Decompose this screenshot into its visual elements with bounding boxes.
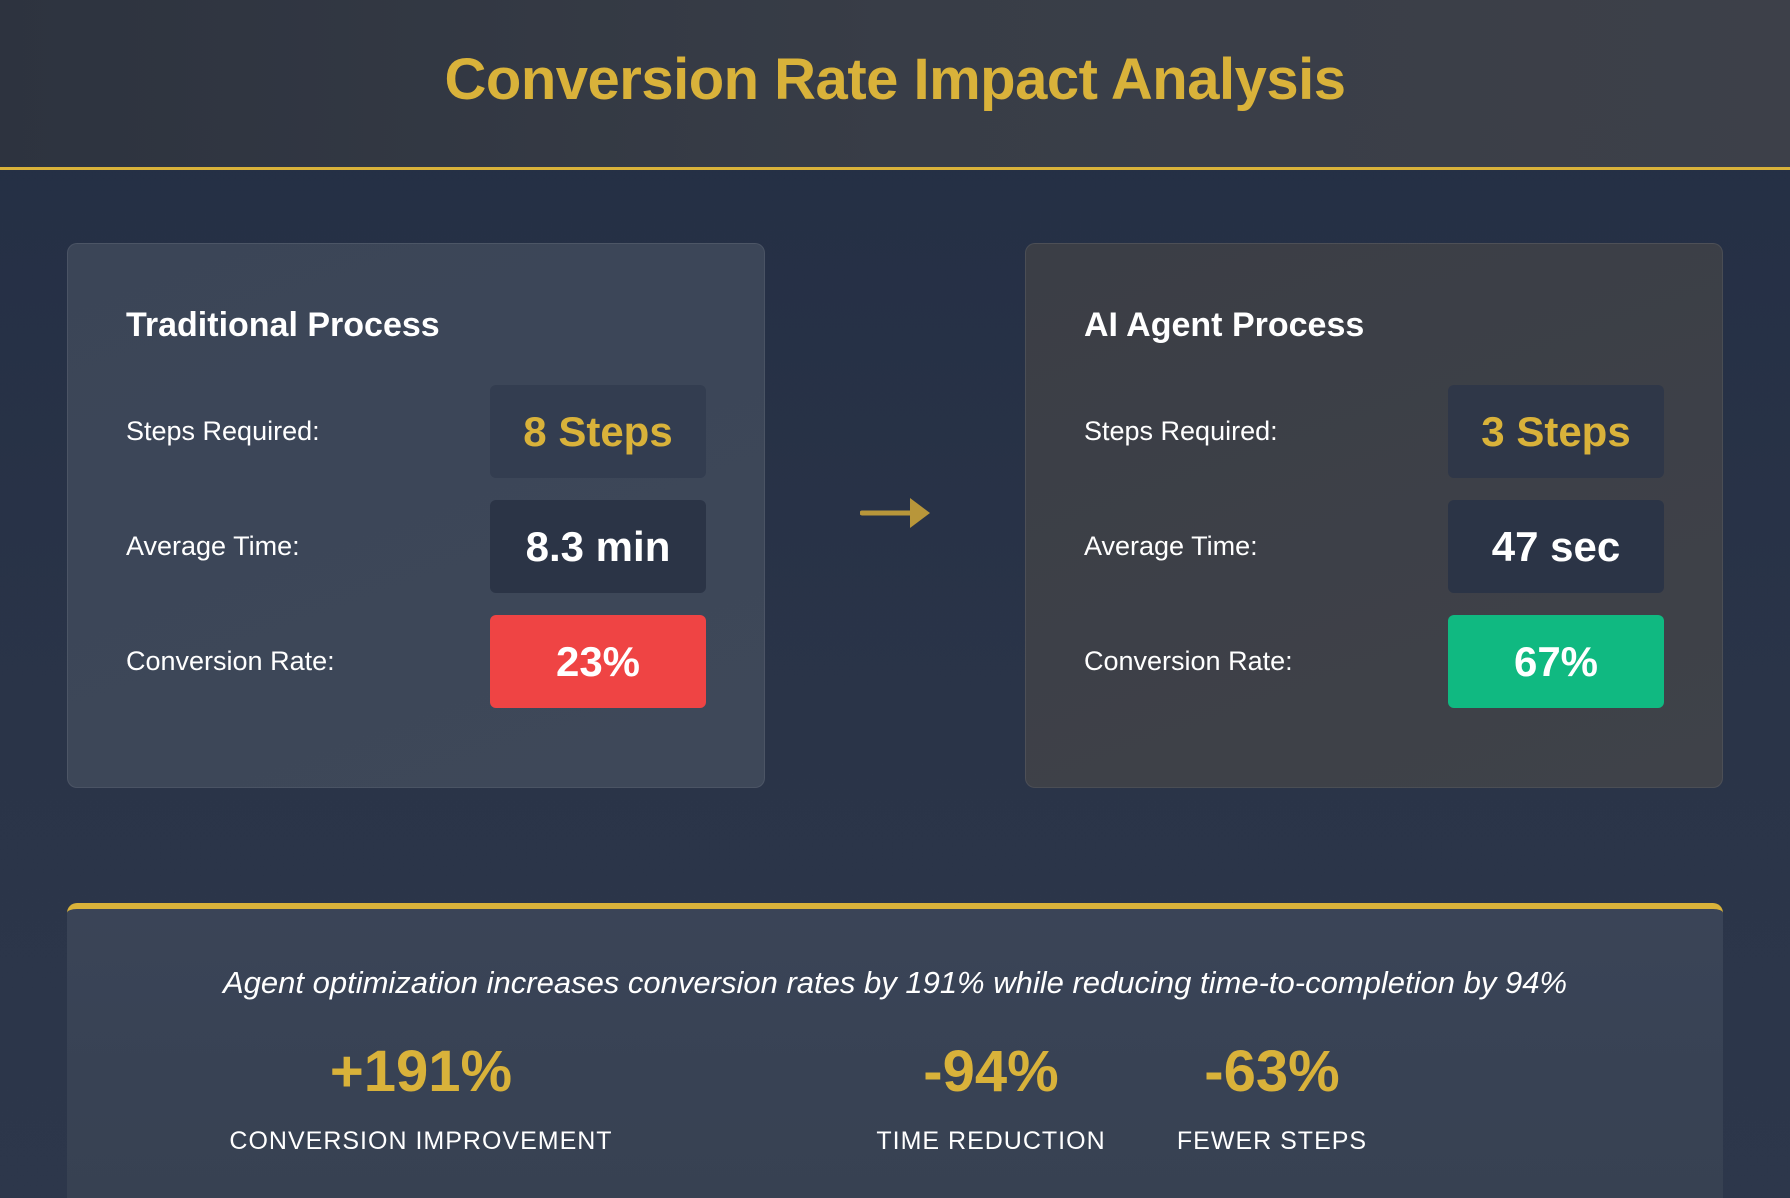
stat-label: FEWER STEPS xyxy=(1176,1127,1368,1155)
traditional-time-label: Average Time: xyxy=(126,531,300,561)
stat-value: -94% xyxy=(923,1039,1059,1104)
agent-time-row: Average Time: 47 sec xyxy=(1084,500,1664,593)
traditional-conversion-row: Conversion Rate: 23% xyxy=(126,615,706,708)
traditional-steps-value: 8 Steps xyxy=(490,385,706,478)
arrow-right-icon xyxy=(860,498,930,528)
traditional-steps-label: Steps Required: xyxy=(126,416,320,446)
page-header: Conversion Rate Impact Analysis xyxy=(0,0,1790,170)
agent-steps-label: Steps Required: xyxy=(1084,416,1278,446)
agent-conversion-row: Conversion Rate: 67% xyxy=(1084,615,1664,708)
stat-label: CONVERSION IMPROVEMENT xyxy=(229,1127,613,1155)
traditional-card-title: Traditional Process xyxy=(126,306,440,344)
agent-time-value: 47 sec xyxy=(1448,500,1664,593)
agent-time-label: Average Time: xyxy=(1084,531,1258,561)
traditional-time-row: Average Time: 8.3 min xyxy=(126,500,706,593)
page-title: Conversion Rate Impact Analysis xyxy=(444,47,1346,112)
traditional-time-value: 8.3 min xyxy=(490,500,706,593)
traditional-process-card: Traditional Process Steps Required: 8 St… xyxy=(67,243,765,788)
stat-value: -63% xyxy=(1204,1039,1340,1104)
traditional-steps-row: Steps Required: 8 Steps xyxy=(126,385,706,478)
agent-conversion-value: 67% xyxy=(1448,615,1664,708)
traditional-conversion-value: 23% xyxy=(490,615,706,708)
agent-steps-row: Steps Required: 3 Steps xyxy=(1084,385,1664,478)
agent-conversion-label: Conversion Rate: xyxy=(1084,646,1293,676)
traditional-conversion-label: Conversion Rate: xyxy=(126,646,335,676)
agent-card-title: AI Agent Process xyxy=(1084,306,1365,344)
stat-fewer-steps: -63% FEWER STEPS xyxy=(1112,1043,1432,1156)
stat-conversion-improvement: +191% CONVERSION IMPROVEMENT xyxy=(161,1043,681,1156)
stat-time-reduction: -94% TIME REDUCTION xyxy=(831,1043,1151,1156)
summary-text: Agent optimization increases conversion … xyxy=(222,965,1568,1000)
agent-steps-value: 3 Steps xyxy=(1448,385,1664,478)
agent-process-card: AI Agent Process Steps Required: 3 Steps… xyxy=(1025,243,1723,788)
summary-panel: Agent optimization increases conversion … xyxy=(67,903,1723,1198)
stat-value: +191% xyxy=(329,1039,513,1104)
stat-label: TIME REDUCTION xyxy=(876,1127,1106,1155)
